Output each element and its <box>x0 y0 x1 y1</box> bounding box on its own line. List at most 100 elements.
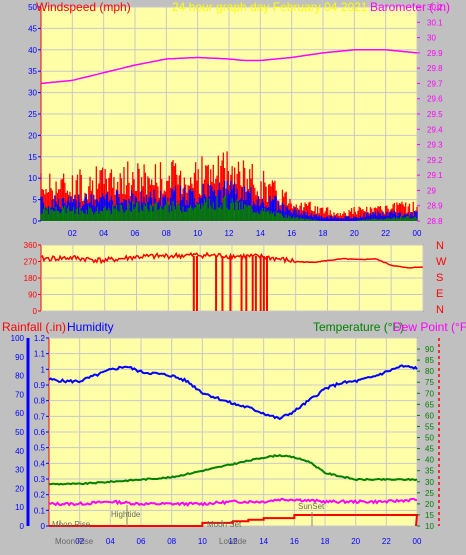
direction-tick-label: 360 <box>24 241 38 250</box>
wind-tick-label: 35 <box>28 67 37 76</box>
x-tick-label: 08 <box>167 537 176 546</box>
wind-tick-label: 20 <box>28 131 37 140</box>
x-tick-label: 08 <box>162 229 171 238</box>
temperature-tick-label: 35 <box>425 467 434 476</box>
barometer-line <box>40 49 418 85</box>
barometer-tick-label: 29.7 <box>427 79 443 88</box>
wind-marks <box>40 49 418 221</box>
wind-tick-label: 50 <box>28 3 37 12</box>
barometer-tick-label: 30 <box>427 34 436 43</box>
wind-tick-label: 30 <box>28 89 37 98</box>
x-tick-label: 20 <box>350 229 359 238</box>
barometer-tick-label: 29.8 <box>427 64 443 73</box>
wind-ticks: 0 5 10 15 20 25 30 35 40 45 50 02 04 06 08 10 12 14 16 18 20… <box>28 3 443 238</box>
chart-title: 24 hour graph day February 04 2021 <box>172 0 368 14</box>
temperature-line <box>48 453 418 486</box>
temperature-tick-label: 75 <box>425 378 434 387</box>
x-tick-label: 02 <box>68 229 77 238</box>
rain-tick-label: 0.9 <box>34 381 46 390</box>
temperature-tick-label: 80 <box>425 367 434 376</box>
rain-tick-label: 0.8 <box>34 397 46 406</box>
x-tick-label: 10 <box>198 537 207 546</box>
x-tick-label: 12 <box>229 537 238 546</box>
x-tick-label: 06 <box>137 537 146 546</box>
temperature-tick-label: 60 <box>425 411 434 420</box>
dew-point-line <box>48 497 418 507</box>
rain-line <box>49 514 419 527</box>
wind-tick-label: 10 <box>28 174 37 183</box>
rain-tick-label: 0.7 <box>34 412 46 421</box>
barometer-tick-label: 29.1 <box>427 171 443 180</box>
humidity-axis-label: Humidity <box>67 320 114 334</box>
direction-marks <box>40 251 424 311</box>
direction-tick-label: 270 <box>24 258 38 267</box>
wind-tick-label: 45 <box>28 24 37 33</box>
temperature-tick-label: 40 <box>425 456 434 465</box>
humidity-tick-label: 40 <box>15 447 24 456</box>
temperature-tick-label: 70 <box>425 389 434 398</box>
humidity-tick-label: 80 <box>15 372 24 381</box>
temperature-tick-label: 30 <box>425 478 434 487</box>
lowtide-label: Lowtide <box>219 537 247 546</box>
rainfall-axis-label: Rainfall (.in) <box>2 320 66 334</box>
temperature-tick-label: 45 <box>425 445 434 454</box>
moonrise-label: Moon Rise <box>52 520 91 529</box>
temperature-tick-label: 25 <box>425 489 434 498</box>
dewpoint-axis-label: Dew Point (°F) <box>393 320 466 334</box>
barometer-tick-label: 29.5 <box>427 110 443 119</box>
hightide-label: Hightide <box>111 510 141 519</box>
barometer-tick-label: 30.2 <box>427 3 443 12</box>
temperature-tick-label: 65 <box>425 400 434 409</box>
rain-tick-label: 0.2 <box>34 491 46 500</box>
direction-ticks: 0 90 180 270 360 <box>24 241 41 316</box>
x-tick-label: 14 <box>259 537 268 546</box>
compass-label: E <box>436 288 443 300</box>
direction-tick-label: 0 <box>33 307 38 316</box>
x-tick-label: 10 <box>193 229 202 238</box>
humidity-tick-label: 20 <box>15 484 24 493</box>
x-tick-label: 04 <box>99 229 108 238</box>
temperature-tick-label: 55 <box>425 422 434 431</box>
x-tick-label: 02 <box>75 537 84 546</box>
rain-tick-label: 0.1 <box>34 506 46 515</box>
humidity-tick-label: 0 <box>20 522 25 531</box>
temperature-tick-label: 85 <box>425 356 434 365</box>
barometer-tick-label: 30.1 <box>427 18 443 27</box>
direction-tick-label: 180 <box>24 274 38 283</box>
humidity-tick-label: 70 <box>15 390 24 399</box>
rain-tick-label: 0.4 <box>34 459 46 468</box>
barometer-tick-label: 28.9 <box>427 202 443 211</box>
barometer-tick-label: 29.4 <box>427 125 443 134</box>
moonrise-bottom-label: Moon Rise <box>55 537 94 546</box>
x-tick-label: 22 <box>381 229 390 238</box>
rain-tick-label: 1.2 <box>34 334 46 343</box>
barometer-tick-label: 29.2 <box>427 156 443 165</box>
rain-tick-label: 1.1 <box>34 350 46 359</box>
humidity-tick-label: 50 <box>15 428 24 437</box>
rain-tick-label: 0.6 <box>34 428 46 437</box>
rain-tick-label: 0.5 <box>34 444 46 453</box>
barometer-tick-label: 28.8 <box>427 217 443 226</box>
x-tick-label: 18 <box>319 229 328 238</box>
temperature-tick-label: 20 <box>425 500 434 509</box>
humidity-tick-label: 10 <box>15 503 24 512</box>
temperature-axis-label: Temperature (°F) <box>313 320 404 334</box>
barometer-tick-label: 29.6 <box>427 95 443 104</box>
rain-tick-label: 1 <box>41 365 46 374</box>
humidity-tick-label: 100 <box>11 334 25 343</box>
compass-label: S <box>436 272 443 284</box>
barometer-tick-label: 29.3 <box>427 141 443 150</box>
x-tick-label: 14 <box>256 229 265 238</box>
compass-label: N <box>436 240 444 252</box>
x-tick-label: 04 <box>106 537 115 546</box>
temperature-tick-label: 15 <box>425 511 434 520</box>
x-tick-label: 20 <box>351 537 360 546</box>
x-tick-label: 16 <box>290 537 299 546</box>
wind-tick-label: 15 <box>28 153 37 162</box>
temperature-tick-label: 10 <box>425 522 434 531</box>
barometer-tick-label: 29.9 <box>427 49 443 58</box>
windspeed-axis-label: Windspeed (mph) <box>36 0 131 14</box>
x-tick-label: 16 <box>287 229 296 238</box>
humidity-tick-label: 90 <box>15 353 24 362</box>
